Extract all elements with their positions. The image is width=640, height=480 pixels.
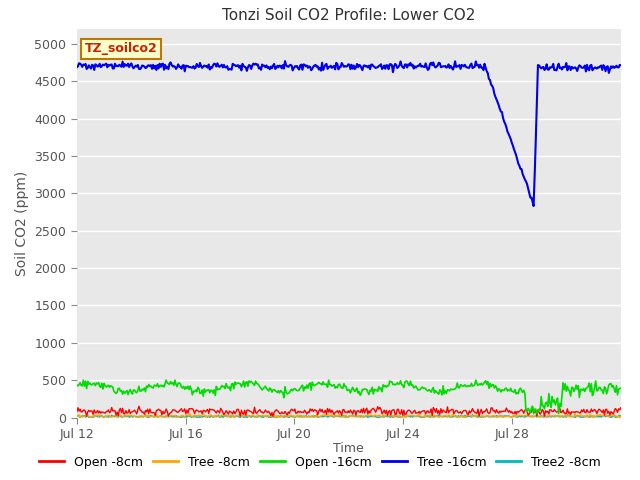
Y-axis label: Soil CO2 (ppm): Soil CO2 (ppm)	[15, 170, 29, 276]
Text: TZ_soilco2: TZ_soilco2	[85, 42, 157, 55]
X-axis label: Time: Time	[333, 443, 364, 456]
Legend: Open -8cm, Tree -8cm, Open -16cm, Tree -16cm, Tree2 -8cm: Open -8cm, Tree -8cm, Open -16cm, Tree -…	[34, 451, 606, 474]
Title: Tonzi Soil CO2 Profile: Lower CO2: Tonzi Soil CO2 Profile: Lower CO2	[222, 9, 476, 24]
